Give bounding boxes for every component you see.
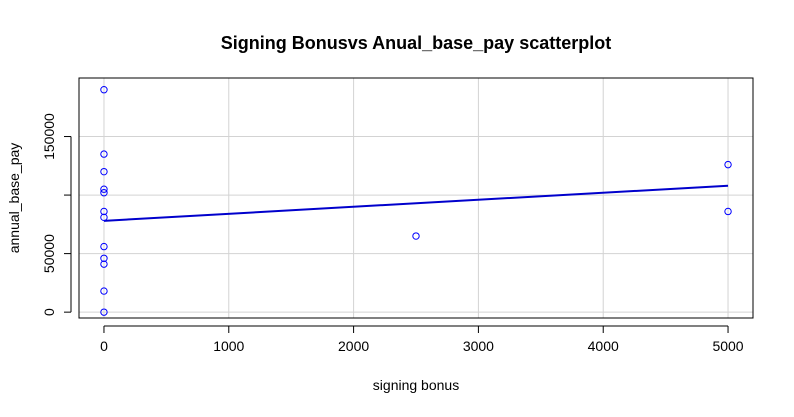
scatter-point [412,232,420,240]
y-axis-label: annual_base_pay [6,143,22,254]
scatter-point [100,242,108,251]
scatter-point [100,287,108,295]
x-tick-label: 4000 [588,338,619,354]
x-axis: 0 1000 2000 3000 4000 5000 [100,325,744,354]
scatter-point [100,86,108,94]
plot-border [78,77,754,319]
scatter-point [100,185,108,193]
scatter-point [100,213,108,222]
x-tick-label: 0 [100,338,108,354]
scatter-point [100,150,108,158]
y-axis: 0 50000 150000 [41,113,72,316]
y-tick-label: 150000 [41,113,57,160]
scatter-point [724,207,732,216]
data-points [100,86,732,316]
chart-title: Signing Bonusvs Anual_base_pay scatterpl… [221,33,611,53]
x-axis-label: signing bonus [373,377,459,393]
y-tick-label: 0 [41,308,57,316]
x-tick-label: 2000 [338,338,369,354]
scatter-point [100,308,108,316]
scatter-point [100,167,108,176]
regression-line [103,184,729,222]
y-tick-label: 50000 [41,234,57,273]
scatter-point [100,254,108,262]
x-tick-label: 3000 [463,338,494,354]
scatter-point [724,160,732,169]
x-tick-label: 1000 [213,338,244,354]
x-tick-label: 5000 [712,338,743,354]
scatter-point [100,260,108,268]
grid-lines [79,78,753,318]
scatter-point [100,207,108,216]
scatter-point [100,189,108,197]
